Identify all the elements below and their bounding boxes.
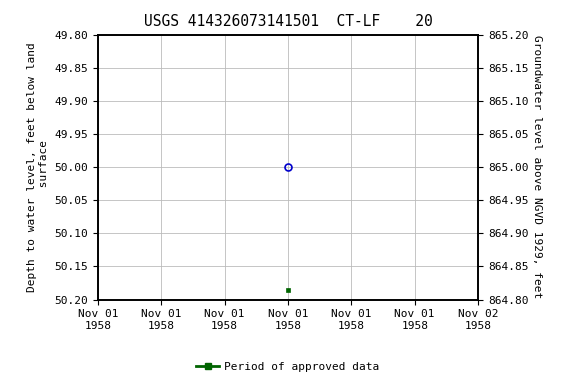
Y-axis label: Depth to water level, feet below land
 surface: Depth to water level, feet below land su… [27,42,49,292]
Title: USGS 414326073141501  CT-LF    20: USGS 414326073141501 CT-LF 20 [143,14,433,29]
Y-axis label: Groundwater level above NGVD 1929, feet: Groundwater level above NGVD 1929, feet [532,35,542,299]
Legend: Period of approved data: Period of approved data [192,358,384,377]
